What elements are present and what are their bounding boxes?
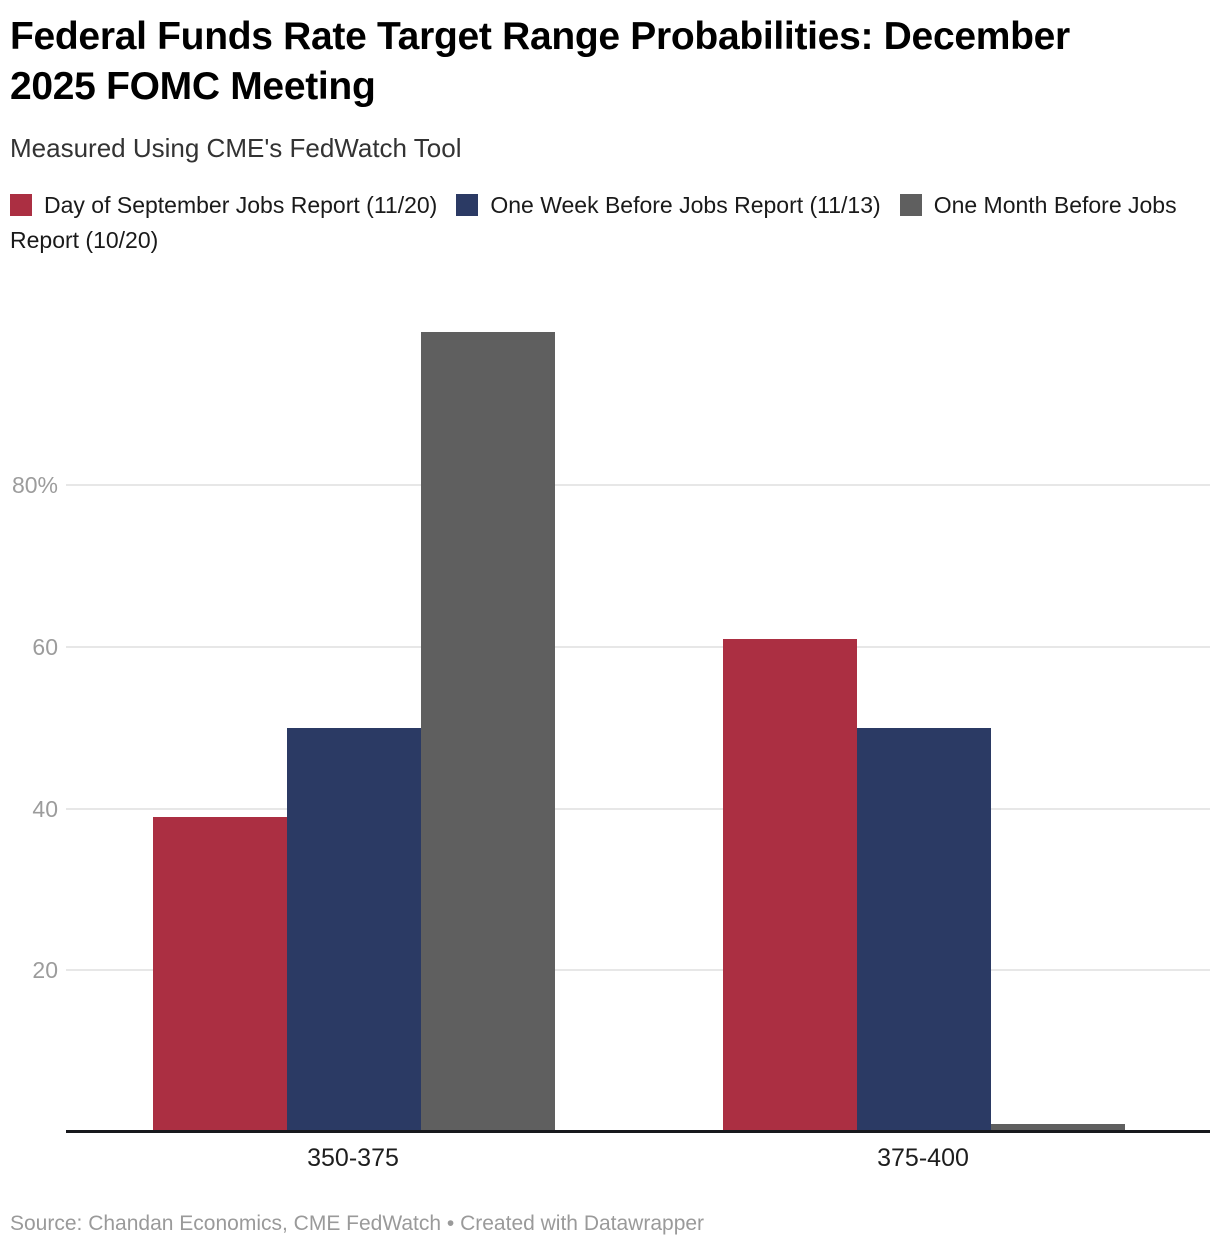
y-gridline: [66, 969, 1210, 972]
chart-subtitle: Measured Using CME's FedWatch Tool: [10, 133, 462, 163]
legend-item-one-month-before: One Month Before Jobs Report (10/20): [10, 192, 1177, 253]
bar-375-400-series-0: [723, 638, 857, 1132]
legend: Day of September Jobs Report (11/20) One …: [10, 188, 1210, 258]
chart-page: Federal Funds Rate Target Range Probabil…: [0, 12, 1220, 1236]
chart-title: Federal Funds Rate Target Range Probabil…: [10, 15, 1070, 108]
legend-label: One Week Before Jobs Report (11/13): [490, 192, 881, 218]
y-gridline: [66, 646, 1210, 649]
y-tick-label: 40: [32, 795, 58, 822]
bar-375-400-series-1: [857, 727, 991, 1132]
legend-item-one-week-before: One Week Before Jobs Report (11/13): [456, 192, 881, 218]
legend-label: One Month Before Jobs Report (10/20): [10, 192, 1177, 253]
legend-label: Day of September Jobs Report (11/20): [44, 192, 438, 218]
legend-swatch-red: [10, 194, 32, 216]
x-category-label: 350-375: [307, 1144, 399, 1172]
chart: 20 40 60 80% 350-375 375-400: [10, 282, 1210, 1172]
x-category-label: 375-400: [877, 1144, 969, 1172]
legend-item-day-of-report: Day of September Jobs Report (11/20): [10, 192, 437, 218]
y-tick-label: 20: [32, 957, 58, 984]
legend-swatch-navy: [456, 194, 479, 216]
x-axis-line: [66, 1130, 1210, 1133]
y-gridline: [66, 807, 1210, 810]
source-note: Source: Chandan Economics, CME FedWatch …: [10, 1212, 705, 1235]
bar-350-375-series-0: [153, 816, 287, 1132]
bar-350-375-series-2: [421, 331, 555, 1132]
y-gridline: [66, 484, 1210, 487]
y-tick-label: 80%: [11, 472, 58, 499]
bar-375-400-series-2: [991, 1123, 1125, 1132]
y-tick-label: 60: [32, 634, 58, 661]
bar-350-375-series-1: [287, 727, 421, 1132]
legend-swatch-gray: [899, 194, 922, 216]
